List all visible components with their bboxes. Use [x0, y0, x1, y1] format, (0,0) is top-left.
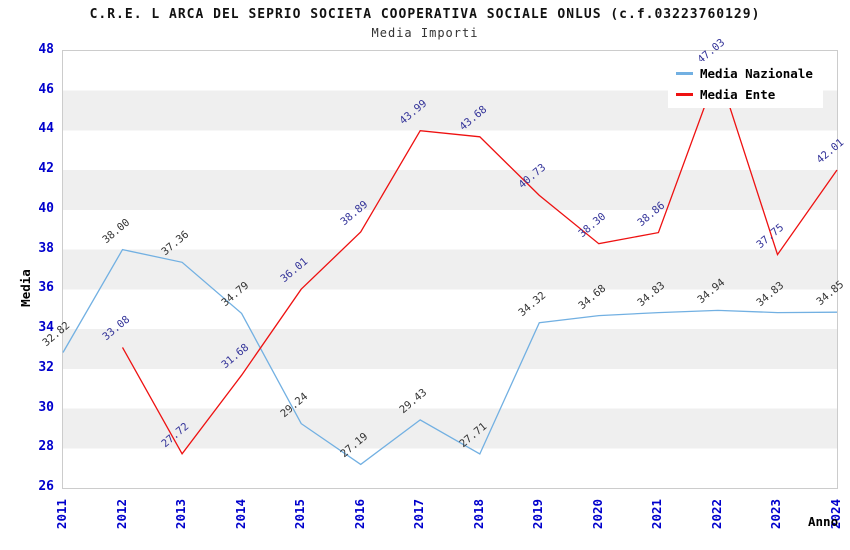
- legend-item-media-nazionale: Media Nazionale: [676, 66, 813, 81]
- x-tick-2022: 2022: [708, 498, 724, 530]
- x-tick-2011: 2011: [54, 498, 69, 530]
- legend-swatch-media-nazionale-icon: [676, 72, 693, 75]
- data-label-media-nazionale-2020: 34.68: [576, 282, 609, 312]
- data-label-media-ente-2024: 42.01: [814, 136, 847, 166]
- data-label-media-nazionale-2018: 27.71: [457, 420, 489, 451]
- x-tick-2023: 2023: [768, 498, 784, 530]
- y-tick-28: 28: [38, 439, 54, 455]
- series-line-media-nazionale: [62, 248, 838, 466]
- data-label-media-nazionale-2012: 38.00: [99, 216, 132, 246]
- data-label-media-nazionale-2021: 34.83: [635, 279, 668, 309]
- x-tick-2017: 2017: [411, 498, 427, 530]
- x-tick-2016: 2016: [351, 498, 367, 530]
- legend-label-media-nazionale: Media Nazionale: [700, 66, 813, 81]
- data-label-media-ente-2013: 27.72: [159, 420, 192, 450]
- y-tick-38: 38: [38, 240, 54, 256]
- chart-subtitle: Media Importi: [371, 26, 479, 40]
- y-tick-46: 46: [38, 81, 54, 97]
- y-tick-36: 36: [38, 280, 54, 296]
- data-label-media-ente-2023: 37.75: [754, 221, 787, 251]
- data-label-media-nazionale-2017: 29.43: [397, 386, 430, 416]
- x-tick-2015: 2015: [292, 498, 308, 530]
- legend-item-media-ente: Media Ente: [676, 87, 813, 102]
- data-label-media-ente-2015: 36.01: [278, 255, 311, 286]
- y-tick-26: 26: [38, 479, 54, 494]
- x-axis-title: Anno: [808, 514, 839, 529]
- data-label-media-ente-2021: 38.86: [635, 199, 668, 229]
- data-label-media-ente-2018: 43.68: [457, 103, 489, 133]
- x-tick-2021: 2021: [649, 498, 665, 530]
- y-tick-48: 48: [38, 42, 54, 57]
- y-tick-34: 34: [38, 320, 54, 336]
- x-tick-2013: 2013: [173, 498, 189, 530]
- plot-area: 32.82 38.00 37.36 34.79 29.24 27.19 29.43 27.71…: [40, 37, 846, 489]
- y-tick-44: 44: [38, 121, 54, 137]
- data-label-media-nazionale-2014: 34.79: [218, 279, 251, 310]
- data-label-media-ente-2016: 38.89: [337, 198, 370, 228]
- y-tick-30: 30: [38, 399, 54, 415]
- data-label-media-nazionale-2022: 34.94: [695, 276, 728, 307]
- x-tick-2020: 2020: [589, 498, 605, 530]
- legend-label-media-ente: Media Ente: [700, 87, 776, 102]
- x-tick-2012: 2012: [113, 498, 129, 530]
- x-tick-2014: 2014: [232, 498, 248, 530]
- legend-swatch-media-ente-icon: [676, 93, 693, 96]
- data-point-labels: 32.82 38.00 37.36 34.79 29.24 27.19 29.43 27.71…: [40, 37, 846, 488]
- data-label-media-ente-2014: 31.68: [218, 341, 251, 372]
- data-label-media-nazionale-2015: 29.24: [278, 390, 311, 420]
- data-label-media-ente-2017: 43.99: [397, 97, 430, 127]
- y-tick-42: 42: [38, 161, 54, 177]
- y-tick-40: 40: [38, 200, 54, 216]
- legend: Media Nazionale Media Ente: [668, 61, 823, 108]
- data-label-media-nazionale-2016: 27.19: [337, 430, 370, 461]
- chart-title: C.R.E. L ARCA DEL SEPRIO SOCIETA COOPERA…: [89, 7, 761, 22]
- data-label-media-nazionale-2019: 34.32: [516, 289, 549, 319]
- data-label-media-nazionale-2023: 34.83: [754, 279, 787, 309]
- data-label-media-nazionale-2024: 34.85: [814, 278, 847, 309]
- data-label-media-nazionale-2013: 37.36: [159, 228, 192, 259]
- data-label-media-ente-2020: 38.30: [576, 210, 609, 240]
- x-tick-2018: 2018: [470, 498, 486, 530]
- x-tick-2019: 2019: [530, 498, 546, 530]
- y-tick-32: 32: [38, 359, 54, 375]
- data-label-media-ente-2012: 33.08: [99, 313, 132, 344]
- data-label-media-ente-2019: 40.73: [516, 161, 549, 192]
